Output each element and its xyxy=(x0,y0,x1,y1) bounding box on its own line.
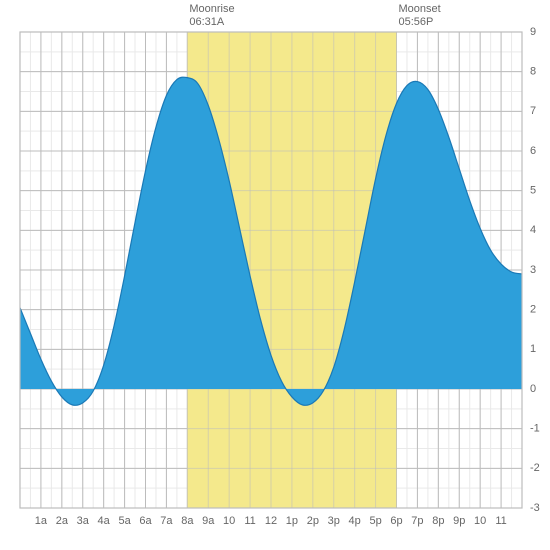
annotation-value: 06:31A xyxy=(189,16,225,28)
svg-text:6a: 6a xyxy=(139,515,152,527)
svg-text:4a: 4a xyxy=(98,515,111,527)
svg-text:11: 11 xyxy=(244,515,255,527)
svg-text:1p: 1p xyxy=(286,515,298,527)
svg-text:2a: 2a xyxy=(56,515,69,527)
svg-text:-1: -1 xyxy=(530,423,540,435)
svg-text:11: 11 xyxy=(495,515,506,527)
svg-text:10: 10 xyxy=(474,515,486,527)
svg-text:3: 3 xyxy=(530,264,536,276)
svg-text:4: 4 xyxy=(530,224,536,236)
svg-text:6: 6 xyxy=(530,145,536,157)
svg-text:2p: 2p xyxy=(307,515,319,527)
x-axis: 1a 2a 3a 4a 5a 6a 7a 8a 9a 10 11 12 1p 2p 3p 4p 5p 6p 7p 8p… xyxy=(35,515,507,527)
svg-text:4p: 4p xyxy=(349,515,361,527)
svg-text:-3: -3 xyxy=(530,502,540,514)
svg-text:9p: 9p xyxy=(453,515,465,527)
svg-text:0: 0 xyxy=(530,383,536,395)
svg-text:8p: 8p xyxy=(432,515,444,527)
svg-text:8: 8 xyxy=(530,66,536,78)
svg-text:9a: 9a xyxy=(202,515,215,527)
svg-text:3p: 3p xyxy=(328,515,340,527)
svg-text:5a: 5a xyxy=(118,515,131,527)
svg-text:8a: 8a xyxy=(181,515,194,527)
svg-text:-2: -2 xyxy=(530,462,540,474)
svg-text:1a: 1a xyxy=(35,515,48,527)
svg-text:9: 9 xyxy=(530,26,536,38)
annotation-title: Moonset xyxy=(399,3,441,15)
svg-text:10: 10 xyxy=(223,515,235,527)
svg-text:7: 7 xyxy=(530,105,536,117)
tide-chart: 1a2a3a4a5a6a7a8a9a1011121p2p3p4p5p6p7p8p… xyxy=(0,0,550,550)
annotation-value: 05:56P xyxy=(399,16,434,28)
svg-text:3a: 3a xyxy=(77,515,90,527)
svg-text:5: 5 xyxy=(530,185,536,197)
svg-text:6p: 6p xyxy=(390,515,402,527)
svg-text:2: 2 xyxy=(530,304,536,316)
svg-text:7a: 7a xyxy=(160,515,173,527)
svg-text:7p: 7p xyxy=(411,515,423,527)
svg-text:5p: 5p xyxy=(369,515,381,527)
annotation-title: Moonrise xyxy=(189,3,234,15)
svg-text:12: 12 xyxy=(265,515,277,527)
svg-text:1: 1 xyxy=(530,343,536,355)
